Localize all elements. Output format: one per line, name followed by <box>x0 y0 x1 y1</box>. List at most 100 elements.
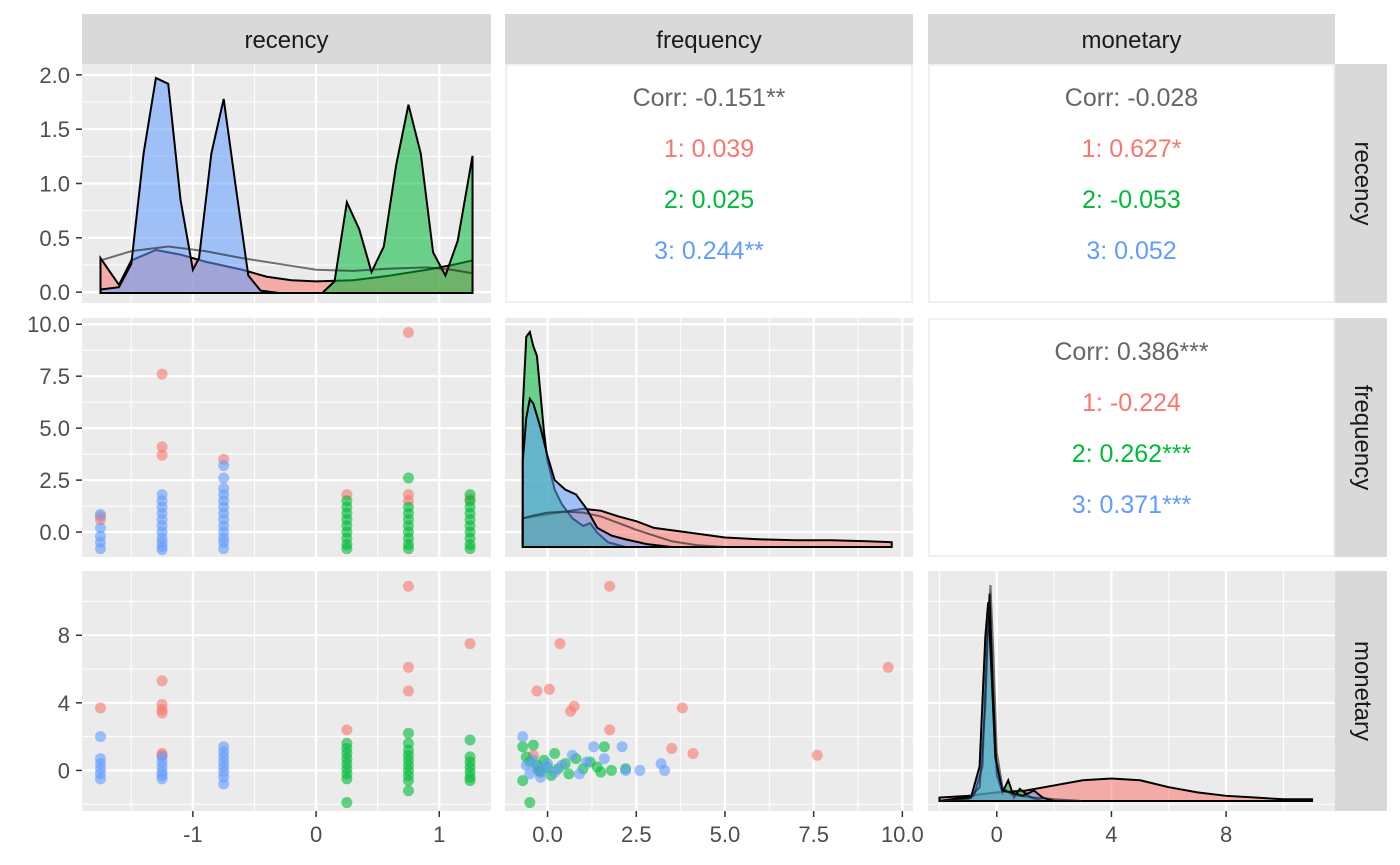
density-area-cluster-2 <box>319 104 474 294</box>
scatter-point-cluster-1 <box>604 724 616 736</box>
density-curve-overall <box>522 510 726 548</box>
scatter-point-cluster-3 <box>574 768 586 780</box>
scatter-point-cluster-3 <box>581 756 593 768</box>
density-area-cluster-3 <box>521 396 672 548</box>
strip-top-label-recency: recency <box>244 27 328 54</box>
scatter-point-cluster-1 <box>156 707 168 719</box>
y-tick-label: 0.0 <box>39 280 70 305</box>
scatter-point-cluster-2 <box>527 739 539 751</box>
panel-frequency-frequency <box>505 318 913 557</box>
scatter-point-cluster-1 <box>531 685 543 697</box>
y-tick-label: 1.0 <box>39 172 70 197</box>
scatter-point-cluster-1 <box>402 327 414 339</box>
x-tick-label: 8 <box>1220 822 1232 847</box>
corr-cluster-3: 3: 0.244** <box>654 237 764 265</box>
scatter-point-cluster-2 <box>517 775 529 787</box>
panel-monetary-recency <box>82 571 491 811</box>
corr-cluster-1: 1: 0.627* <box>1081 135 1181 163</box>
x-tick-label: 0.0 <box>532 822 563 847</box>
corr-cluster-2: 2: 0.262*** <box>1072 440 1192 468</box>
scatter-point-cluster-1 <box>811 749 823 761</box>
scatter-point-cluster-1 <box>543 683 555 695</box>
scatter-point-cluster-1 <box>676 702 688 714</box>
panel-background <box>82 571 491 811</box>
scatter-point-cluster-2 <box>517 741 529 753</box>
scatter-point-cluster-1 <box>666 742 678 754</box>
y-tick-label: 2.0 <box>39 63 70 88</box>
x-tick-label: 0 <box>310 822 322 847</box>
scatter-point-cluster-3 <box>517 731 529 743</box>
density-area-cluster-3 <box>99 76 280 294</box>
corr-background <box>505 64 913 303</box>
corr-cluster-2: 2: 0.025 <box>664 186 754 214</box>
scatter-point-cluster-3 <box>588 741 600 753</box>
scatter-point-cluster-2 <box>402 775 414 787</box>
scatter-point-cluster-1 <box>402 685 414 697</box>
y-tick-label: 8 <box>58 623 70 648</box>
strip-top-label-frequency: frequency <box>656 27 761 54</box>
scatter-point-cluster-2 <box>402 472 414 484</box>
density-curve-overall <box>939 584 1083 802</box>
x-tick-label: -1 <box>183 822 203 847</box>
scatter-point-cluster-3 <box>659 764 671 776</box>
scatter-point-cluster-1 <box>554 638 566 650</box>
scatter-point-cluster-3 <box>620 764 632 776</box>
scatter-point-cluster-2 <box>341 773 353 785</box>
scatter-point-cluster-1 <box>94 702 106 714</box>
x-tick-label: 0 <box>991 822 1003 847</box>
y-tick-label: 10.0 <box>27 312 70 337</box>
scatter-point-cluster-2 <box>464 775 476 787</box>
corr-overall: Corr: -0.151** <box>633 84 786 112</box>
scatter-point-cluster-3 <box>94 773 106 785</box>
corr-panel-frequency-monetary: Corr: 0.386*** 1: -0.224 2: 0.262*** 3: 0.3… <box>928 318 1335 557</box>
scatter-point-cluster-3 <box>94 543 106 555</box>
scatter-point-cluster-3 <box>156 773 168 785</box>
scatter-point-cluster-3 <box>218 472 230 484</box>
scatter-point-cluster-1 <box>156 449 168 461</box>
scatter-point-cluster-1 <box>882 661 894 673</box>
corr-overall: Corr: -0.028 <box>1065 84 1198 112</box>
scatter-point-cluster-2 <box>464 543 476 555</box>
scatter-point-cluster-1 <box>156 441 168 453</box>
strip-right-monetary <box>1335 571 1387 811</box>
scatter-point-cluster-2 <box>402 785 414 797</box>
scatter-point-cluster-3 <box>556 759 568 771</box>
panel-recency-recency <box>82 64 491 303</box>
scatter-point-cluster-1 <box>568 700 580 712</box>
y-tick-label: 1.5 <box>39 117 70 142</box>
scatter-point-cluster-3 <box>527 754 539 766</box>
x-tick-label: 2.5 <box>621 822 652 847</box>
strips-layer: recency frequency monetary recency frequency… <box>82 14 1387 811</box>
scatter-point-cluster-3 <box>566 749 578 761</box>
scatter-point-cluster-2 <box>524 797 536 809</box>
strip-right-recency <box>1335 64 1387 303</box>
scatter-point-cluster-3 <box>598 753 610 765</box>
scatter-point-cluster-1 <box>604 580 616 592</box>
scatter-point-cluster-1 <box>156 675 168 687</box>
strip-right-label-frequency: frequency <box>1349 385 1376 490</box>
x-tick-label: 1 <box>433 822 445 847</box>
x-tick-label: 5.0 <box>710 822 741 847</box>
strip-top-recency <box>82 14 491 64</box>
y-tick-label: 0.5 <box>39 226 70 251</box>
y-tick-label: 4 <box>58 691 70 716</box>
scatter-point-cluster-3 <box>94 522 106 534</box>
scatter-point-cluster-3 <box>538 763 550 775</box>
x-tick-label: 7.5 <box>798 822 829 847</box>
density-area-cluster-3 <box>939 602 1055 802</box>
scatter-point-cluster-2 <box>549 748 561 760</box>
corr-panel-recency-frequency: Corr: -0.151** 1: 0.039 2: 0.025 3: 0.244** <box>505 64 913 303</box>
strip-top-frequency <box>505 14 913 64</box>
scatter-point-cluster-2 <box>341 543 353 555</box>
scatter-point-cluster-2 <box>598 741 610 753</box>
scatter-point-cluster-3 <box>218 778 230 790</box>
y-tick-label: 5.0 <box>39 416 70 441</box>
x-tick-label: 4 <box>1105 822 1117 847</box>
corr-cluster-2: 2: -0.053 <box>1082 186 1181 214</box>
strip-top-monetary <box>928 14 1335 64</box>
corr-overall: Corr: 0.386*** <box>1054 338 1209 366</box>
scatter-point-cluster-2 <box>605 764 617 776</box>
scatter-point-cluster-2 <box>563 768 575 780</box>
corr-background <box>928 64 1335 303</box>
